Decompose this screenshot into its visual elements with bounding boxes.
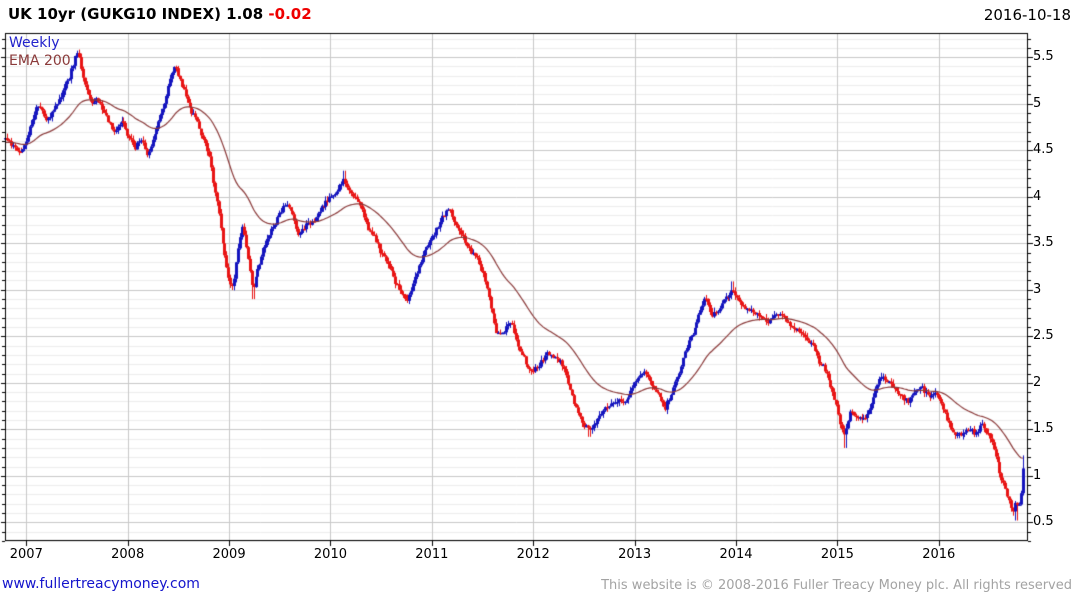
x-axis-tick-label: 2009: [212, 547, 246, 562]
x-axis-tick-label: 2008: [111, 547, 145, 562]
legend-timeframe-label: Weekly: [9, 35, 60, 51]
price-change: -0.02: [268, 5, 312, 23]
y-axis-tick-label: 1: [1033, 467, 1042, 483]
last-price: 1.08: [226, 5, 264, 23]
page-title: UK 10yr (GUKG10 INDEX) 1.08 -0.02: [8, 5, 312, 23]
quote-date: 2016-10-18: [983, 6, 1071, 24]
legend-ema-label: EMA 200: [9, 53, 71, 69]
y-axis-tick-label: 2.5: [1033, 328, 1054, 344]
x-axis-tick-label: 2010: [313, 547, 347, 562]
instrument-name: UK 10yr (GUKG10 INDEX): [8, 5, 221, 23]
y-axis-tick-label: 4.5: [1033, 142, 1054, 158]
x-axis-tick-label: 2007: [9, 547, 43, 562]
y-axis-tick-label: 5: [1033, 95, 1042, 111]
x-axis-tick-label: 2014: [719, 547, 753, 562]
site-link[interactable]: www.fullertreacymoney.com: [2, 576, 200, 592]
y-axis-tick-label: 2: [1033, 374, 1042, 390]
copyright-text: This website is © 2008-2016 Fuller Treac…: [601, 578, 1072, 593]
y-axis-tick-label: 1.5: [1033, 421, 1054, 437]
x-axis-tick-label: 2012: [516, 547, 550, 562]
y-axis-tick-label: 5.5: [1033, 49, 1054, 65]
y-axis-tick-label: 3.5: [1033, 235, 1054, 251]
y-axis-tick-label: 3: [1033, 281, 1042, 297]
x-axis-tick-label: 2016: [922, 547, 956, 562]
y-axis-tick-label: 4: [1033, 188, 1042, 204]
x-axis-tick-label: 2013: [618, 547, 652, 562]
x-axis-tick-label: 2015: [820, 547, 854, 562]
x-axis-tick-label: 2011: [415, 547, 449, 562]
y-axis-tick-label: 0.5: [1033, 514, 1054, 530]
